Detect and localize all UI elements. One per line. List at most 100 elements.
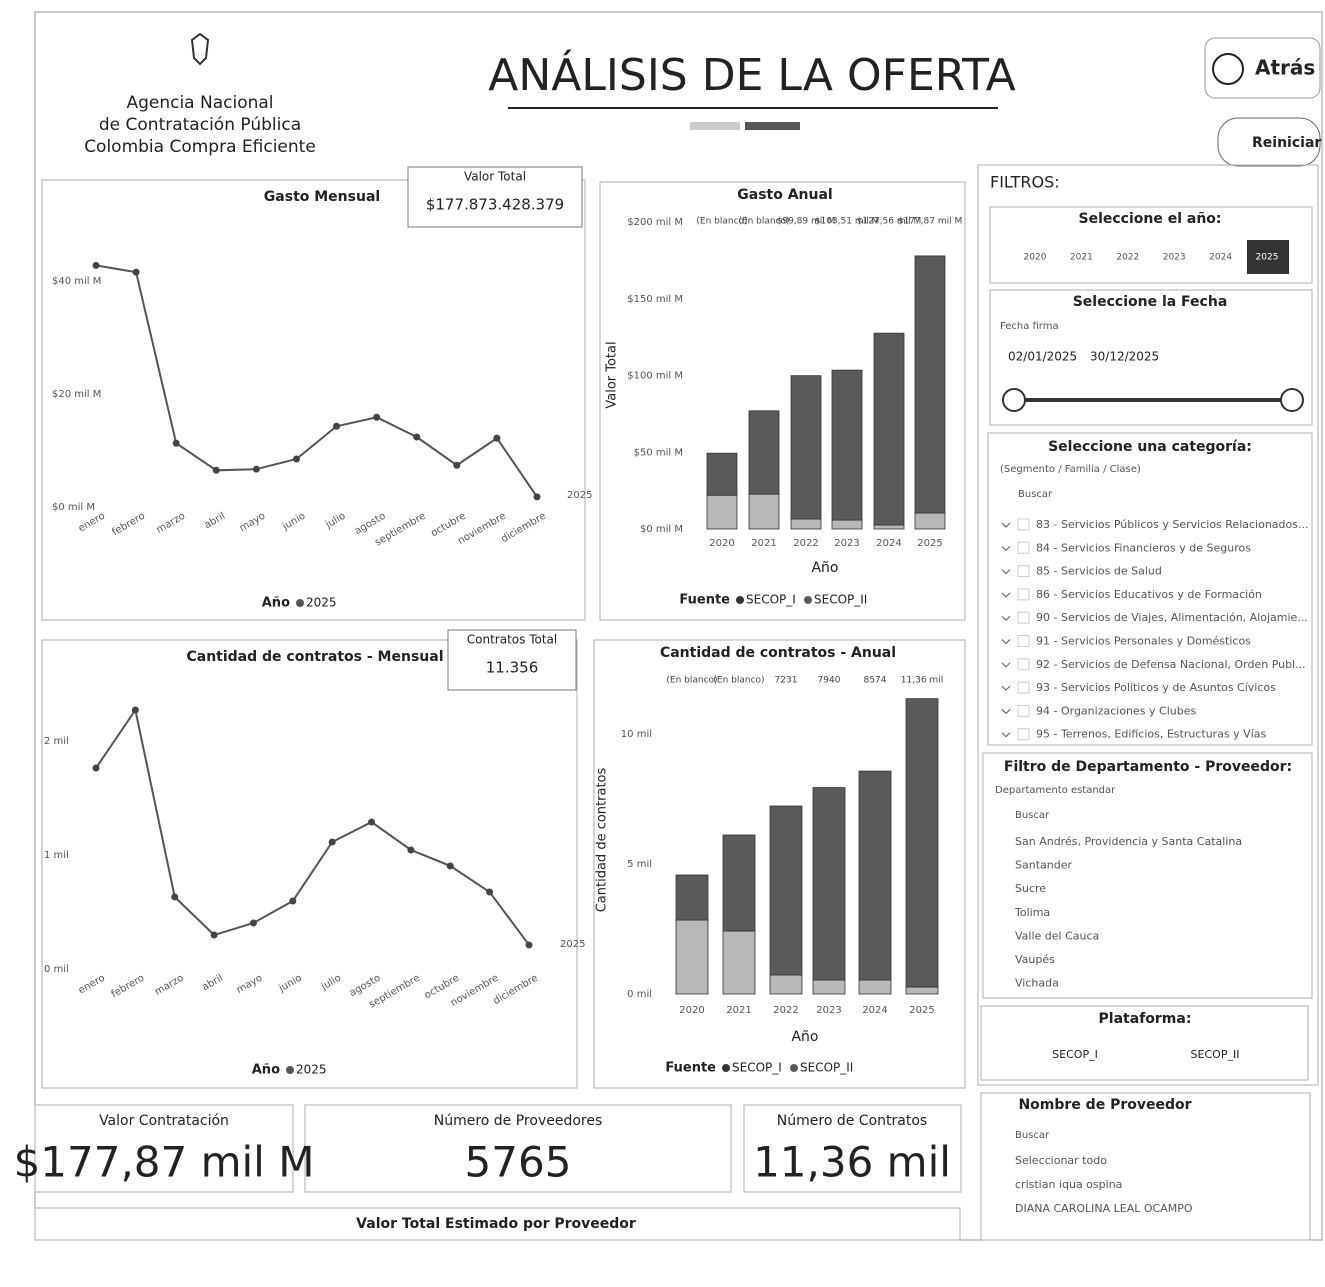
chart-title: Cantidad de contratos - Mensual: [186, 649, 443, 665]
checkbox: [1017, 588, 1030, 601]
search-box[interactable]: Buscar: [1015, 810, 1050, 821]
bar-segment: [675, 874, 709, 921]
bar-segment: [790, 375, 822, 520]
filter-title: Filtro de Departamento - Proveedor:: [1004, 759, 1292, 775]
year-option[interactable]: 2020: [1024, 253, 1047, 263]
category-item[interactable]: 95 - Terrenos, Edificios, Estructuras y …: [1036, 728, 1266, 741]
legend-marker: [722, 1064, 730, 1072]
total-label: (En blanco): [738, 217, 789, 227]
bar-segment: [722, 834, 756, 932]
legend-title: Año: [252, 1063, 280, 1078]
department-item[interactable]: Vichada: [1015, 977, 1059, 990]
slider-handle[interactable]: [1280, 388, 1304, 412]
x-tick-label: 2023: [816, 1005, 841, 1016]
x-tick-label: 2022: [793, 538, 818, 549]
checkbox: [1017, 565, 1030, 578]
total-card: [447, 629, 577, 691]
y-tick-label: $40 mil M: [52, 276, 101, 287]
legend-label: SECOP_I: [732, 1061, 782, 1075]
filter-box: [989, 289, 1313, 426]
year-option[interactable]: 2024: [1209, 253, 1232, 263]
y-tick-label: $0 mil M: [52, 502, 95, 513]
date-end[interactable]: 30/12/2025: [1090, 350, 1159, 364]
search-box[interactable]: Buscar: [1018, 489, 1053, 500]
x-tick-label: 2022: [773, 1005, 798, 1016]
point: [373, 413, 381, 421]
filter-box: [980, 1092, 1311, 1241]
filter-box: [987, 432, 1313, 746]
x-tick-label: mayo: [238, 511, 268, 534]
provider-item[interactable]: cristian iqua ospina: [1015, 1178, 1122, 1191]
panel: [34, 1207, 961, 1241]
total-label: (En blanco): [696, 217, 747, 227]
legend-marker: [790, 1064, 798, 1072]
filter-label: (Segmento / Familia / Clase): [1000, 464, 1141, 475]
kpi-title: Número de Proveedores: [434, 1113, 603, 1129]
department-item[interactable]: Vaupés: [1015, 953, 1055, 966]
point: [131, 706, 139, 714]
total-label: (En blanco): [666, 676, 717, 686]
year-option[interactable]: 2021: [1070, 253, 1093, 263]
legend-label: SECOP_II: [814, 593, 867, 607]
slider-handle[interactable]: [1002, 388, 1026, 412]
department-item[interactable]: Valle del Cauca: [1015, 929, 1099, 942]
provider-item[interactable]: Seleccionar todo: [1015, 1154, 1107, 1167]
department-item[interactable]: Tolima: [1014, 906, 1050, 919]
x-tick-label: mayo: [235, 973, 265, 996]
point: [249, 919, 257, 927]
checkbox: [1017, 658, 1030, 671]
total-card-title: Contratos Total: [467, 633, 557, 647]
bar-segment: [858, 770, 892, 981]
chevron: [1001, 615, 1011, 621]
year-option[interactable]: 2025: [1256, 253, 1279, 263]
agency-line: Agencia Nacional: [126, 93, 273, 113]
search-box[interactable]: Buscar: [1015, 1130, 1050, 1141]
filter-panel: [977, 164, 1319, 1086]
category-item[interactable]: 86 - Servicios Educativos y de Formación: [1036, 588, 1262, 601]
category-item[interactable]: 93 - Servicios Políticos y de Asuntos Cí…: [1036, 681, 1276, 694]
x-tick-label: julio: [323, 511, 347, 531]
chart-title: Gasto Anual: [737, 187, 832, 203]
bar-segment: [831, 369, 863, 521]
bar-segment: [858, 979, 892, 995]
bar-segment: [905, 986, 939, 995]
filter-title: Plataforma:: [1099, 1011, 1192, 1027]
category-item[interactable]: 91 - Servicios Personales y Domésticos: [1036, 635, 1251, 648]
agency-line: Colombia Compra Eficiente: [84, 137, 316, 157]
point: [289, 897, 297, 905]
point: [172, 439, 180, 447]
department-item[interactable]: Santander: [1015, 859, 1072, 872]
x-tick-label: 2021: [751, 538, 776, 549]
year-option[interactable]: 2023: [1163, 253, 1186, 263]
point: [92, 261, 100, 269]
reset-button[interactable]: [1217, 117, 1321, 167]
bar-segment: [812, 787, 846, 981]
category-item[interactable]: 94 - Organizaciones y Clubes: [1036, 704, 1196, 717]
line: [95, 707, 530, 946]
x-tick-label: marzo: [153, 973, 186, 998]
kpi-title: Número de Contratos: [777, 1113, 927, 1129]
kpi-value: 5765: [465, 1138, 572, 1187]
platform-option[interactable]: SECOP_II: [1191, 1048, 1240, 1061]
x-tick-label: enero: [77, 511, 107, 535]
point: [533, 493, 541, 501]
provider-item[interactable]: DIANA CAROLINA LEAL OCAMPO: [1015, 1202, 1193, 1215]
platform-option[interactable]: SECOP_I: [1052, 1048, 1098, 1061]
bar-segment: [748, 410, 780, 495]
x-tick-label: diciembre: [491, 973, 540, 1007]
category-item[interactable]: 84 - Servicios Financieros y de Seguros: [1036, 541, 1251, 554]
department-item[interactable]: San Andrés, Providencia y Santa Catalina: [1015, 835, 1242, 848]
date-start[interactable]: 02/01/2025: [1008, 350, 1077, 364]
category-item[interactable]: 90 - Servicios de Viajes, Alimentación, …: [1036, 611, 1308, 624]
category-item[interactable]: 83 - Servicios Públicos y Servicios Rela…: [1036, 518, 1308, 531]
year-option[interactable]: 2022: [1116, 253, 1139, 263]
point: [252, 465, 260, 473]
category-item[interactable]: 92 - Servicios de Defensa Nacional, Orde…: [1036, 658, 1306, 671]
total-label: $99,89 mil M: [777, 217, 836, 227]
bar-segment: [812, 979, 846, 995]
kpi-value: 11,36 mil: [753, 1138, 951, 1187]
category-item[interactable]: 85 - Servicios de Salud: [1036, 565, 1162, 578]
department-item[interactable]: Sucre: [1015, 882, 1046, 895]
legend-title: Año: [262, 596, 290, 611]
